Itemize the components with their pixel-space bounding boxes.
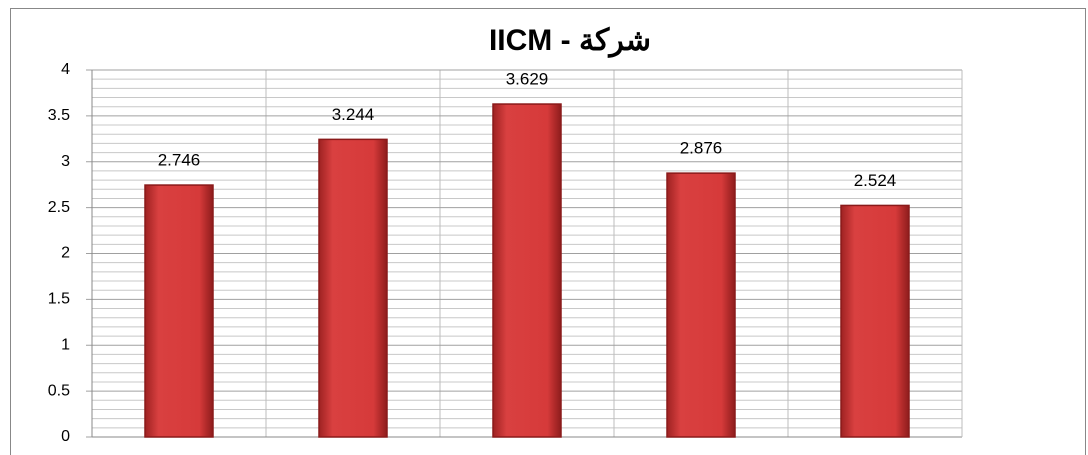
bar xyxy=(840,204,910,438)
y-tick-label: 1.5 xyxy=(48,291,70,308)
data-label: 2.876 xyxy=(680,139,723,158)
y-tick-label: 3 xyxy=(61,153,70,170)
bar xyxy=(144,184,214,438)
data-label: 2.746 xyxy=(158,151,201,170)
data-label: 2.524 xyxy=(854,171,897,190)
y-tick-label: 2.5 xyxy=(48,199,70,216)
bar xyxy=(666,172,736,438)
bar xyxy=(492,103,562,438)
y-tick-label: 2 xyxy=(61,245,70,262)
data-label: 3.629 xyxy=(506,70,549,89)
y-tick-label: 3.5 xyxy=(48,107,70,124)
y-tick-label: 4 xyxy=(61,61,70,78)
y-tick-label: 1 xyxy=(61,336,70,353)
data-label: 3.244 xyxy=(332,105,375,124)
y-tick-label: 0 xyxy=(61,428,70,445)
y-tick-label: 0.5 xyxy=(48,382,70,399)
bar xyxy=(318,138,388,438)
chart-title: شركة - IICM xyxy=(489,24,651,58)
